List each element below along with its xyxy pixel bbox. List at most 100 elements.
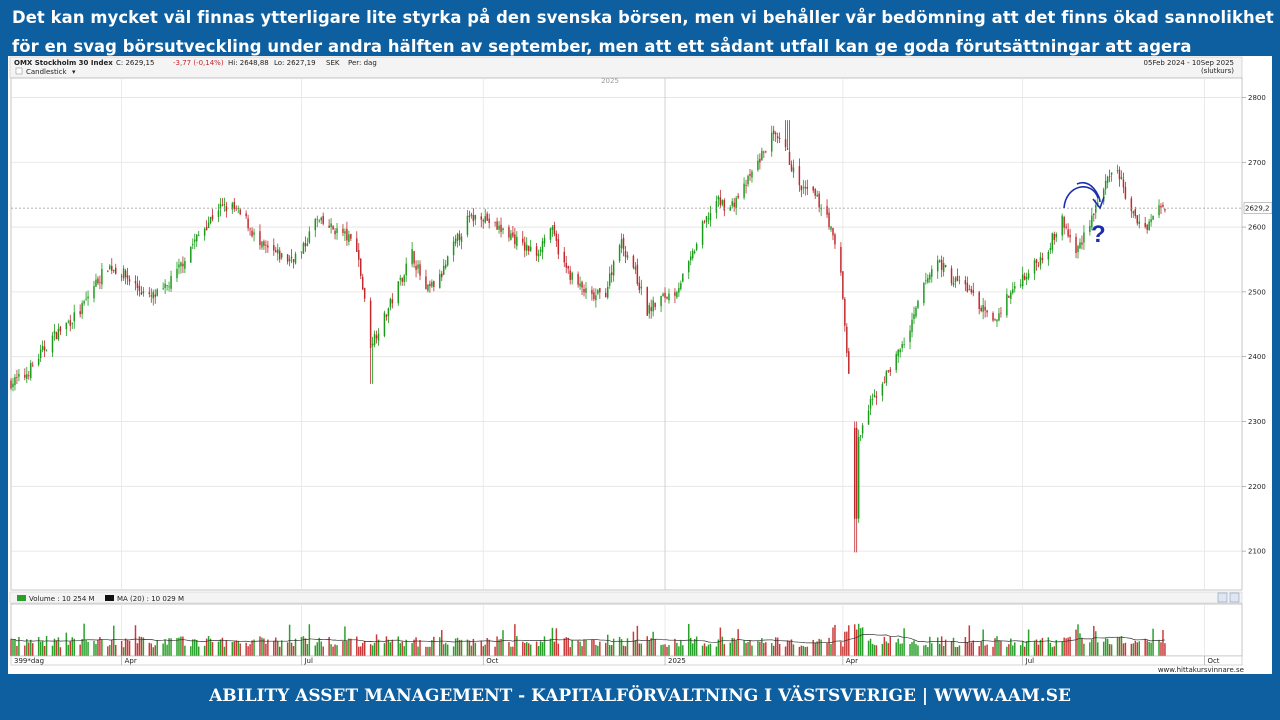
year-label: 2025 (601, 77, 619, 85)
candle-body (176, 268, 178, 279)
volume-bar (245, 642, 247, 656)
volume-bar (265, 643, 267, 656)
volume-bar (148, 642, 151, 656)
zoom-icon[interactable] (1217, 592, 1228, 603)
volume-bar (348, 638, 350, 656)
candle-body (389, 298, 392, 308)
candle-body (500, 224, 502, 232)
candle-body (397, 281, 400, 304)
volume-bar (624, 646, 627, 656)
candle-body (610, 272, 613, 275)
candle-body (551, 226, 554, 230)
volume-bar (612, 638, 615, 656)
candle-body (936, 260, 939, 272)
x-tick-label: 399*dag (14, 657, 44, 665)
candle-body (784, 139, 787, 148)
candle-body (624, 250, 627, 257)
candle-body (164, 283, 166, 288)
volume-bar (571, 640, 573, 656)
candle-body (525, 244, 528, 251)
volume-bar (411, 643, 413, 656)
candle-body (1095, 205, 1097, 213)
candle-body (93, 286, 95, 299)
volume-bar (569, 647, 571, 656)
chart-style-dropdown-icon[interactable]: ▾ (72, 68, 76, 76)
candle-body (314, 219, 317, 231)
candle-body (1106, 176, 1109, 183)
candle-body (1093, 213, 1095, 216)
candle-body (992, 312, 994, 321)
volume-bar (634, 640, 637, 656)
candle-body (308, 231, 311, 243)
volume-bar (361, 642, 364, 656)
volume-bar (759, 641, 761, 656)
candle-body (330, 223, 332, 227)
last-price-tag: 2629,2 (1243, 202, 1272, 214)
candle-body (682, 273, 684, 282)
candle-body (328, 225, 330, 228)
volume-bar (861, 627, 864, 656)
candle-body (300, 251, 303, 253)
volume-area (10, 603, 1243, 657)
volume-bar (913, 640, 915, 656)
candle-body (1006, 294, 1008, 316)
candle-body (537, 253, 540, 257)
candle-body (399, 278, 401, 280)
candle-body (786, 148, 789, 150)
candle-body (931, 269, 933, 277)
volume-bar (537, 646, 540, 656)
volume-bar (168, 638, 170, 656)
volume-bar (413, 639, 415, 656)
volume-bar (101, 639, 103, 656)
candle-body (883, 382, 886, 384)
volume-bar (1110, 644, 1113, 656)
volume-bar (342, 641, 344, 656)
volume-bar (695, 636, 698, 656)
candle-body (194, 239, 196, 242)
volume-bar (1106, 638, 1109, 656)
candle-body (16, 377, 18, 379)
volume-bar (1075, 629, 1077, 656)
candle-body (1118, 169, 1121, 180)
volume-bar (942, 645, 945, 656)
volume-bar (608, 645, 611, 656)
volume-bar (444, 642, 447, 656)
candle-body (1083, 232, 1085, 243)
x-tick-label: Jul (303, 657, 313, 665)
candles (10, 120, 1166, 553)
candle-body (494, 221, 496, 223)
volume-bar (363, 640, 366, 656)
volume-bar (1000, 640, 1002, 656)
candle-body (790, 164, 793, 171)
candlestick-checkbox[interactable] (15, 67, 23, 75)
volume-bar (774, 637, 777, 656)
volume-bar (456, 637, 459, 656)
candle-body (583, 289, 585, 293)
volume-bar (557, 643, 560, 656)
volume-bar (53, 638, 56, 656)
volume-bar (733, 638, 735, 656)
candle-body (751, 171, 753, 178)
candle-body (470, 214, 473, 216)
volume-bar (192, 639, 194, 656)
candle-body (69, 320, 72, 326)
volume-bar (316, 642, 319, 656)
volume-bar (952, 637, 955, 656)
volume-bar (620, 639, 623, 656)
volume-bar (41, 640, 44, 656)
volume-bar (405, 639, 407, 656)
candle-body (634, 266, 637, 270)
volume-bar (140, 636, 143, 656)
candle-body (484, 216, 486, 223)
candle-body (342, 228, 344, 233)
volume-bar (1051, 647, 1054, 656)
volume-bar (842, 646, 844, 656)
candle-body (1110, 172, 1113, 175)
volume-bar (846, 631, 848, 656)
close-icon[interactable] (1229, 592, 1240, 603)
x-tick-label: Oct (1207, 657, 1219, 665)
candle-body (344, 231, 346, 234)
candle-body (446, 256, 449, 266)
volume-bar (344, 626, 346, 656)
chart-style-label[interactable]: Candlestick (26, 68, 67, 76)
